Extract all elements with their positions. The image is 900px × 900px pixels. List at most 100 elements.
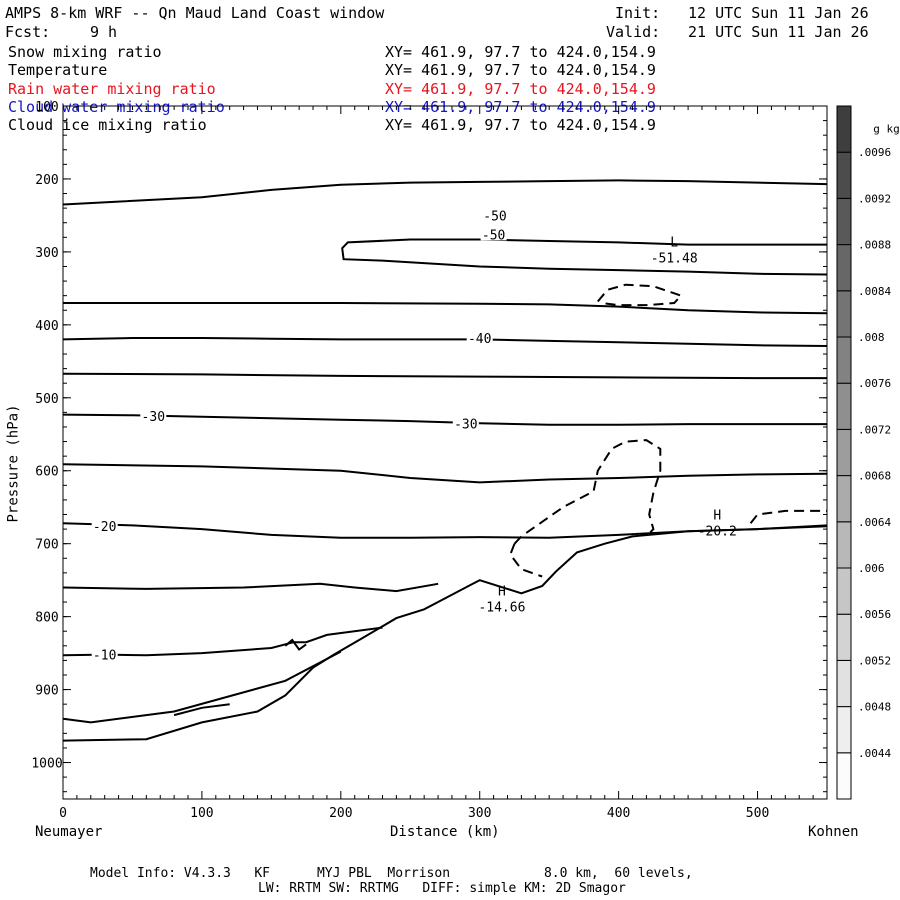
y-tick-label-600: 600 [35,465,58,480]
valid-label: Valid: [606,23,661,41]
x-tick-label-200: 200 [329,806,352,821]
field-xy-snow: XY= 461.9, 97.7 to 424.0,154.9 [385,43,656,61]
contour-label-bg [91,519,118,533]
init-label: Init: [615,4,661,22]
contour-label-bg [452,416,479,430]
x-tick-label-300: 300 [468,806,491,821]
contour-label-bg [140,409,167,423]
colorbar-label-11: .0088 [858,239,891,252]
colorbar-swatch-6 [836,475,852,523]
temperature-contour-10 [62,626,383,657]
temperature-contour-label-20: -20 [93,520,116,535]
x-tick-label-500: 500 [746,806,769,821]
x-tick-label-100: 100 [190,806,213,821]
terrain-surface [62,525,828,742]
temperature-isotherm-extra-1 [63,302,828,315]
snow-contour-upper [597,283,683,307]
extremum-value-1: -14.66 [478,600,525,615]
temperature-contour-label-30-b: -30 [454,417,477,432]
y-tick-label-200: 200 [35,173,58,188]
colorbar-swatch-4 [836,567,852,615]
field-xy-temperature: XY= 461.9, 97.7 to 424.0,154.9 [385,61,656,79]
init-value: 12 UTC Sun 11 Jan 26 [688,4,869,22]
temperature-isotherm-extra-4 [62,582,439,593]
terrain-notch [284,638,307,651]
colorbar: .0044 .0048 .0052 .0056 .006 .0064 .0068 .0072.… [836,105,891,800]
temperature-contour-label-40: -40 [468,332,491,347]
extremum-h-marker-2: H [713,508,721,523]
y-tick-label-300: 300 [35,246,58,261]
colorbar-label-9: .008 [858,331,885,344]
colorbar-swatch-13 [836,151,852,199]
y-tick-label-700: 700 [35,538,58,553]
contour-label-bg [480,227,507,241]
x-axis-label: Distance (km) [390,824,500,840]
colorbar-label-4: .006 [858,562,885,575]
y-axis-label: Pressure (hPa) [5,404,22,523]
temperature-contour-label-50-b: -50 [483,209,506,224]
forecast-value: 9 h [90,23,118,41]
field-name-rain: Rain water mixing ratio [8,80,216,98]
y-tick-label-800: 800 [35,611,58,626]
plot-frame [62,105,828,800]
field-name-temperature: Temperature [8,61,108,79]
temperature-isotherm-extra-2 [62,372,827,380]
temperature-isotherm-extra-5 [62,650,342,724]
snow-contour-middle [513,439,662,545]
colorbar-swatch-1 [836,706,852,754]
y-tick-label-1000: 1000 [31,757,62,772]
x-tick-label-400: 400 [607,806,630,821]
x-axis-right-endpoint: Kohnen [808,824,859,840]
temperature-isotherm-extra-3 [62,463,828,484]
colorbar-unit-text: g kg [873,122,900,136]
colorbar-swatch-14 [836,105,852,153]
colorbar-swatch-7 [836,428,852,477]
temperature-isotherm-extra-0 [62,179,828,206]
colorbar-swatch-12 [836,197,852,246]
extremum-h-marker-1: H [498,584,506,599]
colorbar-swatch-11 [836,244,852,292]
colorbar-swatch-10 [836,290,852,338]
temperature-contour-50 [341,238,828,276]
field-name-snow: Snow mixing ratio [8,43,162,61]
extremum-l-marker-0: L [670,236,678,251]
y-tick-label-400: 400 [35,319,58,334]
colorbar-label-10: .0084 [858,285,891,298]
colorbar-swatch-9 [836,336,852,384]
plot-title: AMPS 8-km WRF -- Qn Maud Land Coast wind… [5,4,385,22]
y-tick-label-500: 500 [35,392,58,407]
colorbar-label-0: .0044 [858,747,891,760]
x-tick-label-0: 0 [59,806,67,821]
colorbar-swatch-3 [836,613,852,661]
temperature-contour-label-30: -30 [142,410,165,425]
field-name-cloud-ice: Cloud ice mixing ratio [8,116,207,134]
colorbar-swatch-0 [836,752,852,800]
forecast-label: Fcst: [5,23,51,41]
terrain-notch-low [173,703,230,717]
colorbar-label-5: .0064 [858,516,891,529]
extremum-value-0: -51.48 [651,252,698,267]
contour-label-bg [91,647,118,661]
colorbar-label-12: .0092 [858,192,891,205]
colorbar-swatch-8 [836,382,852,430]
temperature-contour-30 [62,413,827,426]
snow-contour-right [749,509,827,524]
colorbar-label-3: .0056 [858,608,891,621]
colorbar-swatch-5 [836,521,852,569]
x-axis-left-endpoint: Neumayer [35,824,103,840]
colorbar-label-13: .0096 [858,146,891,159]
colorbar-unit: g kg-1 [860,103,900,137]
temperature-contour-label-50: -50 [482,228,505,243]
temperature-contour-label-10: -10 [93,649,116,664]
footer-physics-info: LW: RRTM SW: RRTMG DIFF: simple KM: 2D S… [258,881,626,896]
contour-label-bg [466,330,493,344]
contour-label-bg [482,208,509,222]
field-xy-rain: XY= 461.9, 97.7 to 424.0,154.9 [385,80,656,98]
colorbar-label-8: .0076 [858,377,891,390]
colorbar-label-1: .0048 [858,701,891,714]
colorbar-label-2: .0052 [858,654,891,667]
snow-contour-middle-tail [509,543,543,578]
valid-value: 21 UTC Sun 11 Jan 26 [688,23,869,41]
extremum-value-2: -20.2 [698,524,737,539]
